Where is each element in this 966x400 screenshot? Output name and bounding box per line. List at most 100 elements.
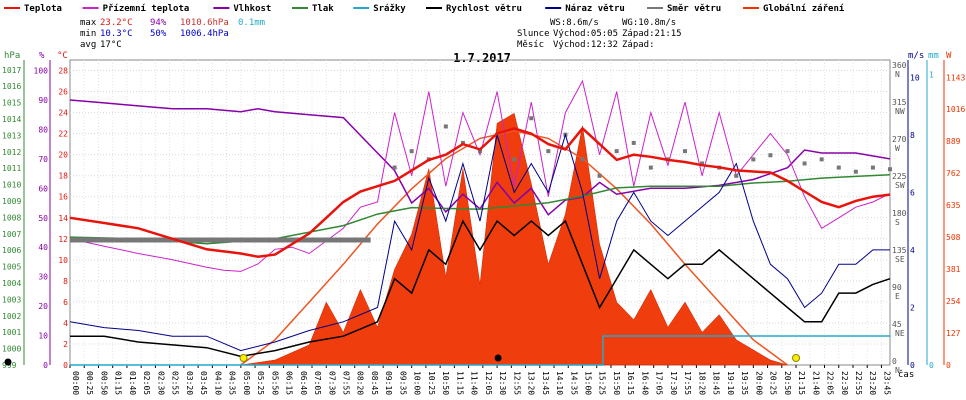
ms-tick-1: 2 (910, 303, 915, 312)
time-tick-47: 19:35 (740, 371, 749, 395)
time-tick-18: 07:30 (327, 371, 336, 395)
time-tick-36: 15:00 (584, 371, 593, 395)
time-tick-54: 22:30 (840, 371, 849, 395)
time-tick-12: 05:00 (242, 371, 251, 395)
stat-label-min: min (80, 29, 96, 39)
info-moon-rise: Východ:12:32 (553, 40, 618, 50)
c-tick-4: 8 (63, 277, 68, 286)
time-tick-24: 10:00 (413, 371, 422, 395)
info-ws: WS:8.6m/s (550, 18, 599, 28)
hpa-tick-7: 1006 (2, 246, 21, 255)
pct-tick-10: 100 (34, 67, 49, 76)
stat-min-1: 50% (150, 29, 167, 39)
time-tick-38: 15:50 (612, 371, 621, 395)
c-tick-7: 14 (58, 214, 68, 223)
stat-max-1: 94% (150, 18, 167, 28)
c-tick-9: 18 (58, 172, 68, 181)
c-tick-5: 10 (58, 256, 68, 265)
info-sun-set: Západ:21:15 (622, 29, 682, 39)
c-tick-0: 0 (63, 361, 68, 370)
stat-max-0: 23.2°C (100, 18, 133, 28)
time-tick-30: 12:30 (498, 371, 507, 395)
time-tick-34: 14:10 (555, 371, 564, 395)
pct-tick-0: 0 (43, 361, 48, 370)
dir-tick-2: E (895, 292, 900, 301)
wdir-point-20 (734, 173, 739, 178)
time-tick-37: 15:25 (598, 371, 607, 395)
wdir-point-5 (478, 149, 482, 154)
axis-unit-ms: m/s (908, 51, 924, 61)
time-tick-51: 21:15 (797, 371, 806, 395)
legend-label-wdir: Směr větru (667, 3, 721, 14)
deg-tick-5: 225 (892, 172, 907, 181)
deg-tick-0: 0 (892, 357, 897, 366)
legend-label-press: Tlak (312, 4, 334, 14)
dir-tick-0: N (895, 366, 900, 375)
hpa-tick-6: 1005 (2, 263, 21, 272)
deg-tick-1: 45 (892, 320, 902, 329)
axis-unit-mm: mm (928, 51, 939, 61)
w-tick-7: 889 (946, 137, 961, 146)
deg-tick-6: 270 (892, 135, 907, 144)
time-tick-17: 07:05 (313, 371, 322, 395)
axis-unit-time: čas (898, 369, 914, 380)
pct-tick-2: 20 (38, 302, 48, 311)
dir-tick-3: SE (895, 255, 905, 264)
wdir-point-21 (751, 157, 756, 162)
series-gust (69, 133, 890, 352)
stat-max-3: 0.1mm (238, 18, 265, 28)
w-tick-3: 381 (946, 265, 961, 274)
ms-tick-4: 8 (910, 131, 915, 140)
hpa-tick-9: 1008 (2, 213, 21, 222)
deg-tick-4: 180 (892, 209, 907, 218)
time-tick-29: 12:05 (484, 371, 493, 395)
wdir-point-18 (700, 161, 705, 166)
wdir-point-1 (409, 149, 414, 154)
time-tick-25: 10:25 (427, 371, 436, 395)
c-tick-11: 22 (58, 130, 68, 139)
wdir-point-23 (785, 149, 790, 154)
time-tick-5: 02:05 (142, 371, 151, 395)
wdir-point-29 (888, 167, 892, 172)
time-tick-19: 07:55 (341, 371, 350, 395)
time-tick-4: 01:40 (128, 371, 137, 395)
wdir-point-3 (443, 124, 448, 129)
w-tick-9: 1143 (946, 73, 965, 82)
time-tick-8: 03:20 (185, 371, 194, 395)
time-tick-7: 02:55 (171, 371, 180, 395)
pct-tick-7: 70 (38, 155, 48, 164)
dir-tick-6: W (895, 144, 900, 153)
c-tick-1: 2 (63, 340, 68, 349)
mm-tick-1: 1 (929, 71, 934, 80)
time-tick-26: 10:50 (441, 371, 450, 395)
sunrise-marker (239, 354, 248, 362)
stat-label-avg: avg (80, 40, 96, 50)
pct-tick-9: 90 (38, 96, 48, 105)
hpa-tick-4: 1003 (2, 295, 21, 304)
time-tick-45: 18:45 (712, 371, 721, 395)
series-rain (70, 335, 890, 366)
moon-marker-left (4, 358, 12, 366)
wdir-point-8 (529, 116, 534, 121)
time-tick-39: 16:15 (626, 371, 635, 395)
hpa-tick-13: 1012 (2, 148, 21, 157)
hpa-tick-14: 1013 (2, 131, 21, 140)
time-tick-0: 00:00 (71, 371, 80, 395)
w-tick-1: 127 (946, 329, 961, 338)
w-tick-5: 635 (946, 201, 961, 210)
time-tick-48: 20:00 (754, 371, 763, 395)
wdir-point-24 (802, 161, 807, 166)
wdir-point-13 (614, 149, 619, 154)
wdir-point-17 (683, 149, 687, 154)
time-tick-11: 04:35 (228, 371, 237, 395)
time-tick-20: 08:20 (356, 371, 365, 395)
hpa-tick-16: 1015 (2, 99, 21, 108)
dir-tick-1: NE (895, 329, 905, 338)
time-tick-55: 22:55 (854, 371, 863, 395)
time-tick-6: 02:30 (156, 371, 165, 395)
hpa-tick-1: 1000 (2, 345, 21, 354)
hpa-tick-10: 1009 (2, 197, 21, 206)
series-humidity (69, 99, 891, 216)
time-tick-32: 13:20 (527, 371, 536, 395)
time-tick-13: 05:25 (256, 371, 265, 395)
